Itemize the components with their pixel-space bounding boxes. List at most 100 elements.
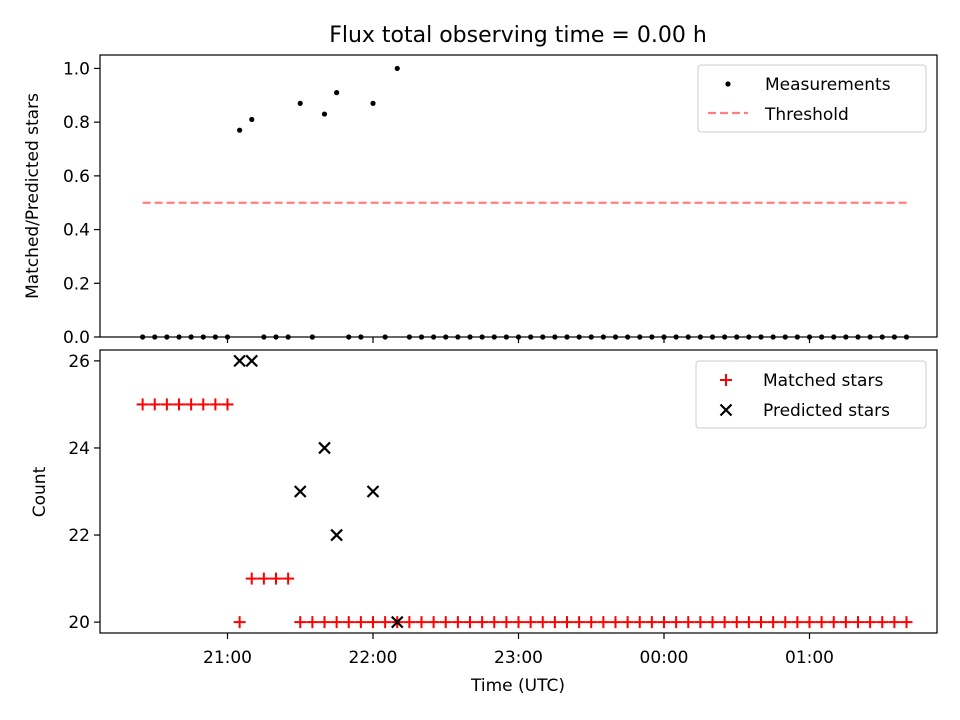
measurement-point [770, 334, 776, 340]
measurement-point [224, 334, 231, 340]
matched-point [427, 616, 440, 629]
top-y-tick-label: 0.4 [63, 221, 90, 241]
measurement-point [321, 111, 328, 117]
x-tick-label: 22:00 [349, 648, 398, 668]
measurement-point [600, 334, 606, 340]
measurement-point [455, 334, 461, 340]
bottom-y-tick-label: 20 [68, 613, 90, 633]
bottom-y-ticks: 20 22 24 26 [68, 352, 100, 633]
measurement-point [382, 334, 388, 340]
matched-point [354, 616, 367, 629]
legend-predicted-label: Predicted stars [763, 401, 890, 421]
x-tick-label: 00:00 [640, 648, 689, 668]
predicted-point [366, 485, 380, 498]
measurement-point [285, 334, 291, 340]
bottom-y-tick-label: 26 [68, 352, 90, 372]
matched-point [609, 616, 622, 629]
measurement-point [152, 334, 158, 340]
matched-point [306, 616, 319, 629]
matched-point [670, 616, 683, 629]
matched-point [197, 398, 210, 411]
measurement-point [212, 334, 218, 340]
matched-point [342, 616, 355, 629]
matched-point [852, 616, 864, 629]
matched-point [451, 616, 464, 629]
matched-point [706, 616, 719, 629]
matched-point [330, 616, 343, 629]
bottom-legend: Matched stars Predicted stars [695, 360, 927, 429]
measurement-point [188, 334, 194, 340]
matched-point [597, 616, 610, 629]
measurement-point [370, 100, 376, 106]
matched-point [573, 616, 586, 629]
measurement-point [273, 334, 279, 340]
measurement-point [515, 334, 522, 340]
measurement-point [722, 334, 728, 340]
matched-point [682, 616, 695, 629]
bottom-y-tick-label: 22 [68, 526, 90, 546]
predicted-point [245, 354, 259, 368]
top-y-tick-label: 1.0 [63, 59, 90, 79]
legend-measurements-label: Measurements [765, 75, 891, 95]
top-y-tick-label: 0.0 [63, 328, 90, 348]
measurement-point [673, 334, 679, 340]
measurement-point [309, 334, 315, 340]
matched-point [585, 616, 598, 629]
matched-point [245, 572, 258, 585]
measurement-point [758, 334, 764, 340]
measurement-point [491, 334, 497, 340]
top-legend-box [697, 64, 927, 133]
measurement-point [649, 334, 655, 340]
measurement-point [806, 334, 813, 340]
matched-point [658, 616, 670, 629]
matched-point [742, 616, 755, 629]
matched-point [694, 616, 707, 629]
legend-measurements-marker [725, 81, 731, 87]
measurement-point [637, 334, 643, 340]
predicted-point [330, 528, 343, 542]
measurement-point [394, 65, 400, 72]
predicted-point [233, 354, 246, 368]
bottom-legend-box [695, 360, 927, 429]
measurement-point [661, 334, 667, 340]
measurement-point [879, 334, 885, 340]
measurement-point [479, 334, 485, 340]
measurement-point [249, 116, 255, 123]
measurement-point [164, 334, 170, 340]
matched-point [476, 616, 489, 629]
predicted-points [233, 354, 404, 629]
measurement-point [831, 334, 837, 340]
matched-point [415, 616, 428, 629]
matched-point [791, 616, 804, 629]
matched-point [379, 616, 392, 629]
measurement-point [734, 334, 740, 340]
measurement-point [443, 334, 449, 340]
matched-point [367, 616, 379, 629]
legend-threshold-label: Threshold [764, 105, 849, 125]
matched-point [148, 398, 161, 411]
measurement-point [843, 334, 849, 340]
measurement-point [867, 334, 873, 340]
matched-point [136, 398, 149, 411]
x-axis-label: Time (UTC) [470, 676, 565, 696]
matched-point [524, 616, 537, 629]
legend-matched-label: Matched stars [763, 371, 883, 391]
predicted-point [318, 441, 331, 455]
legend-plus [720, 374, 732, 386]
measurement-point [237, 127, 243, 133]
chart-title: Flux total observing time = 0.00 h [329, 23, 707, 48]
measurement-point [903, 334, 910, 340]
bottom-y-axis-label: Count [30, 466, 50, 517]
matched-point [282, 572, 295, 585]
measurement-point [297, 100, 303, 106]
bottom-panel: 20 22 24 26 21:00 22:00 23:00 00:00 01:00 Count… [30, 349, 938, 696]
bottom-x-ticks: 21:00 22:00 23:00 00:00 01:00 [203, 633, 834, 668]
measurement-point [588, 334, 594, 340]
matched-point [645, 616, 658, 629]
measurement-point [612, 334, 619, 340]
matched-point [270, 572, 282, 585]
matched-point [439, 616, 452, 629]
matched-point [864, 616, 877, 629]
matched-point [500, 616, 513, 629]
matched-point [827, 616, 840, 629]
